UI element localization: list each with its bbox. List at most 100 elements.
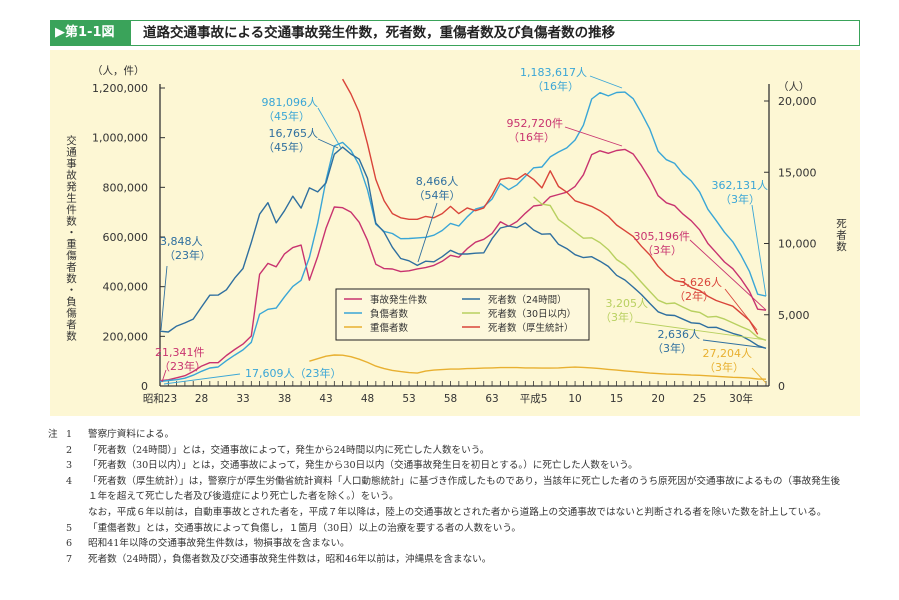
annotation-year: （3年） <box>600 310 640 324</box>
x-tick-label: 平成5 <box>520 393 548 405</box>
y-right-axis-label: 死者数 <box>835 218 847 253</box>
notes: 注 1 警察庁資料による。 2 「死者数（24時間）」とは，交通事故によって，発生から2… <box>48 427 848 567</box>
annotation-leader <box>163 373 241 385</box>
note-number: 3 <box>66 460 73 472</box>
note-text: 「死者数（30日以内）」とは，交通事故によって，発生から30日以内（交通事故発生… <box>88 460 638 472</box>
note-number: 6 <box>66 538 73 550</box>
figure-title: 道路交通事故による交通事故発生件数，死者数，重傷者数及び負傷者数の推移 <box>143 25 616 41</box>
annotation-leader <box>751 204 767 297</box>
note-text: 警察庁資料による。 <box>88 429 175 440</box>
annotation-year: （54年） <box>414 188 461 202</box>
note-text: 「死者数（厚生統計）」は，警察庁が厚生労働省統計資料「人口動態統計」に基づき作成… <box>88 475 841 503</box>
annotation-leader <box>689 239 767 311</box>
annotation-value: 8,466人 <box>416 175 459 188</box>
x-tick-label: 63 <box>485 393 498 405</box>
note-item: 5 「重傷者数」とは，交通事故によって負傷し，１箇月（30日）以上の治療を要する者… <box>48 521 848 537</box>
annotation-leader <box>702 339 767 349</box>
annotation-year: （3年） <box>642 243 682 257</box>
annotation-value: 2,636人 <box>658 328 701 341</box>
annotation-value: 27,204人 <box>703 347 753 360</box>
annotation-year: （16年） <box>508 130 555 144</box>
x-tick-label: 33 <box>236 393 249 405</box>
annotation-value: 1,183,617人 <box>520 66 587 79</box>
annotation-leader <box>317 107 342 149</box>
annotation-year: （23年） <box>159 359 206 373</box>
x-tick-label: 58 <box>444 393 457 405</box>
annotation-year: （45年） <box>263 140 310 154</box>
y-left-tick-label: 800,000 <box>103 181 149 194</box>
x-tick-label: 53 <box>402 393 415 405</box>
annotation-year: （23年） <box>164 248 211 262</box>
y-left-tick-label: 1,200,000 <box>92 82 148 95</box>
y-left-unit: （人，件） <box>92 65 145 77</box>
annotation-value: 981,096人 <box>262 96 319 109</box>
annotation-leader <box>161 369 167 383</box>
x-tick-label: 38 <box>278 393 291 405</box>
x-tick-label: 20 <box>651 393 664 405</box>
note-number: 4 <box>66 475 73 487</box>
annotation-leader <box>564 126 623 147</box>
y-right-tick-label: 5,000 <box>778 309 810 322</box>
y-right-tick-label: 20,000 <box>778 95 817 108</box>
figure-number: ▶第1-1図 <box>51 21 131 45</box>
annotation-leader <box>751 367 767 384</box>
note-number <box>66 505 88 521</box>
annotation-year: （3年） <box>720 192 760 206</box>
x-tick-label: 30年 <box>729 392 753 405</box>
x-tick-label: 48 <box>361 393 374 405</box>
y-left-tick-label: 600,000 <box>103 231 149 244</box>
note-label <box>48 458 66 474</box>
x-tick-label: 28 <box>195 393 208 405</box>
annotation-leader <box>724 288 758 331</box>
note-item: 3 「死者数（30日以内）」とは，交通事故によって，発生から30日以内（交通事故発… <box>48 458 848 474</box>
note-label: 注 <box>48 429 58 440</box>
note-text: 昭和41年以降の交通事故発生件数は，物損事故を含まない。 <box>88 538 350 550</box>
annotation-year: （3年） <box>652 341 692 355</box>
x-tick-label: 43 <box>319 393 332 405</box>
series-line-3 <box>159 146 767 350</box>
annotation-leader <box>417 202 438 263</box>
series-line-5 <box>341 78 759 335</box>
note-item: 4 「死者数（厚生統計）」は，警察庁が厚生労働省統計資料「人口動態統計」に基づき作… <box>48 474 848 505</box>
legend-label: 死者数（厚生統計） <box>488 322 574 334</box>
legend-label: 重傷者数 <box>370 322 409 334</box>
y-right-tick-label: 0 <box>778 380 785 393</box>
note-text: 「重傷者数」とは，交通事故によって負傷し，１箇月（30日）以上の治療を要する者の… <box>88 522 521 534</box>
annotation-value: 3,205人 <box>606 297 649 310</box>
legend-box <box>335 288 590 341</box>
note-text: なお，平成６年以前は，自動車事故とされた者を，平成７年以降は，陸上の交通事故とさ… <box>88 506 827 518</box>
annotation-value: 362,131人 <box>712 179 769 192</box>
x-tick-label: 10 <box>568 393 581 405</box>
annotation-year: （45年） <box>263 109 310 123</box>
series-line-4 <box>533 196 767 341</box>
legend-label: 事故発生件数 <box>370 294 428 306</box>
note-item: 6 昭和41年以降の交通事故発生件数は，物損事故を含まない。 <box>48 536 848 552</box>
legend-label: 負傷者数 <box>370 308 409 320</box>
annotation-leader <box>160 265 168 331</box>
note-label <box>48 536 66 552</box>
note-label <box>48 474 66 505</box>
annotation-leader <box>317 138 339 149</box>
note-label <box>48 521 66 537</box>
note-item: 注 1 警察庁資料による。 <box>48 427 848 443</box>
annotation-value: 21,341件 <box>155 346 205 359</box>
note-item: 2 「死者数（24時間）」とは，交通事故によって，発生から24時間以内に死亡した人… <box>48 443 848 459</box>
annotation-year: （3年） <box>704 360 744 374</box>
annotation-value: 305,196件 <box>634 230 691 243</box>
note-item: 7 死者数（24時間），負傷者数及び交通事故発生件数は，昭和46年以前は，沖縄県を… <box>48 552 848 568</box>
x-tick-label: 25 <box>693 393 706 405</box>
y-left-tick-label: 400,000 <box>103 281 149 294</box>
series-line-1 <box>159 91 767 383</box>
figure-title-bar: ▶第1-1図 道路交通事故による交通事故発生件数，死者数，重傷者数及び負傷者数の… <box>50 20 860 46</box>
note-item: なお，平成６年以前は，自動車事故とされた者を，平成７年以降は，陸上の交通事故とさ… <box>48 505 848 521</box>
note-label <box>48 443 66 459</box>
annotation-value: 17,609人（23年） <box>245 366 342 380</box>
note-number: 2 <box>66 444 73 456</box>
annotation-year: （16年） <box>532 79 579 93</box>
note-text: 「死者数（24時間）」とは，交通事故によって，発生から24時間以内に死亡した人数… <box>88 444 490 456</box>
x-tick-label: 昭和23 <box>143 393 177 405</box>
y-left-axis-label: 交通事故発生件数・重傷者数・負傷者数 <box>65 135 77 342</box>
annotation-value: 3,848人 <box>160 235 203 248</box>
legend-label: 死者数（24時間） <box>488 294 567 306</box>
